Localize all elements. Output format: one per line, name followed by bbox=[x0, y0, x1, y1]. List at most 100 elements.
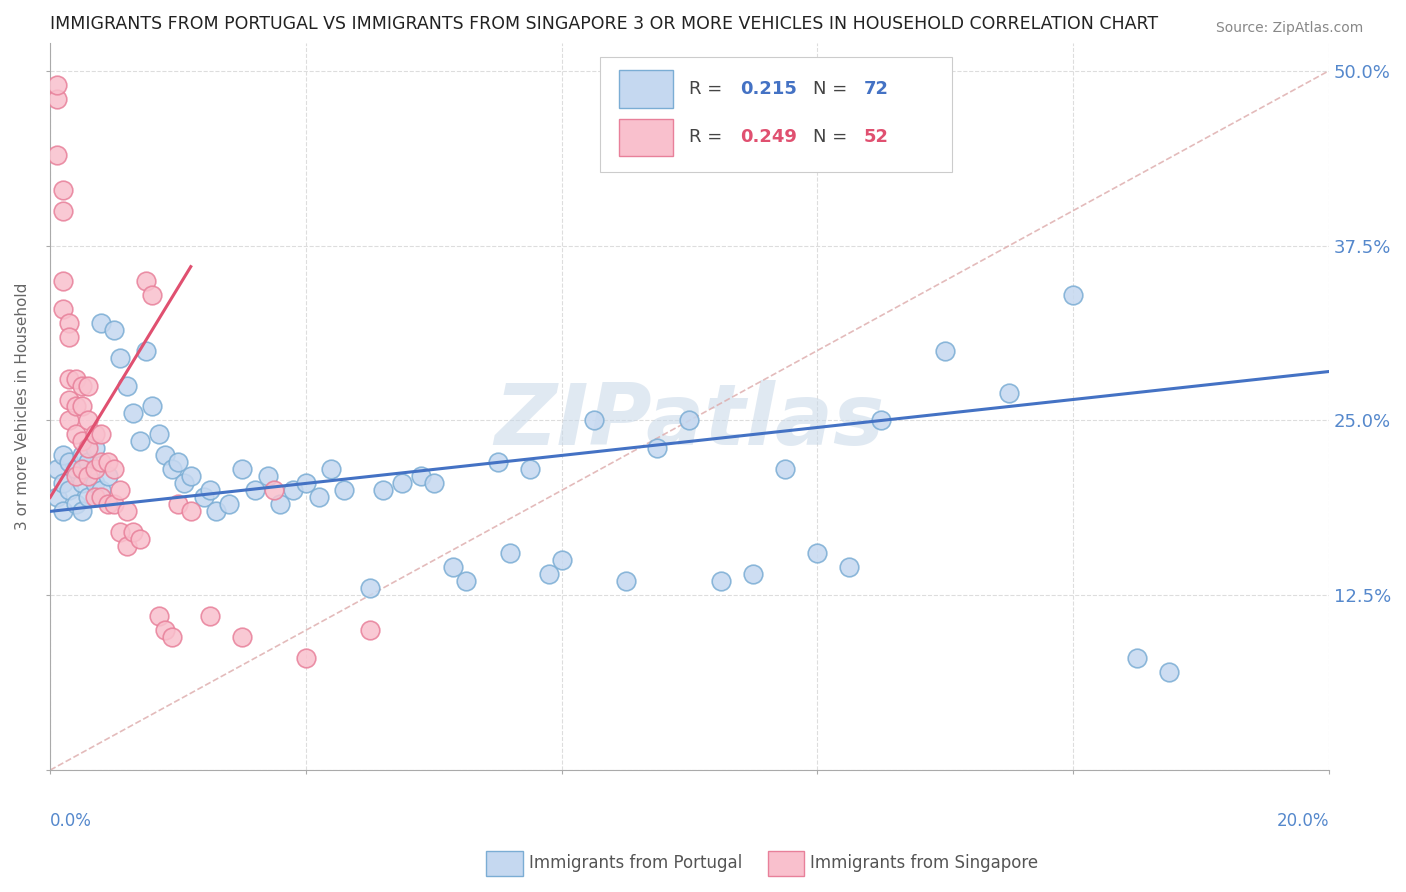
Point bbox=[97, 455, 120, 469]
Point bbox=[58, 316, 80, 330]
Point bbox=[180, 469, 202, 483]
Point bbox=[550, 553, 572, 567]
Point bbox=[58, 371, 80, 385]
Text: R =: R = bbox=[689, 79, 728, 98]
Point bbox=[647, 442, 669, 456]
Point bbox=[52, 449, 75, 463]
Point bbox=[90, 427, 112, 442]
Point bbox=[83, 462, 105, 476]
Point bbox=[77, 442, 100, 456]
Point bbox=[582, 413, 605, 427]
Point bbox=[65, 427, 87, 442]
Point bbox=[519, 462, 541, 476]
Point bbox=[198, 483, 221, 498]
Point bbox=[115, 539, 138, 553]
Point bbox=[110, 351, 132, 365]
Text: IMMIGRANTS FROM PORTUGAL VS IMMIGRANTS FROM SINGAPORE 3 OR MORE VEHICLES IN HOUS: IMMIGRANTS FROM PORTUGAL VS IMMIGRANTS F… bbox=[51, 15, 1159, 33]
Point bbox=[110, 525, 132, 540]
Point bbox=[422, 476, 444, 491]
Point bbox=[1126, 651, 1149, 665]
Point bbox=[77, 469, 100, 483]
Point bbox=[70, 449, 93, 463]
Point bbox=[281, 483, 304, 498]
Point bbox=[52, 301, 75, 316]
Point bbox=[58, 329, 80, 343]
Point bbox=[83, 476, 105, 491]
Point bbox=[1157, 665, 1180, 680]
Text: N =: N = bbox=[814, 79, 853, 98]
Point bbox=[308, 491, 330, 505]
Point bbox=[45, 92, 67, 106]
Point bbox=[173, 476, 195, 491]
Point bbox=[486, 455, 509, 469]
Point bbox=[838, 560, 860, 574]
Point bbox=[870, 413, 893, 427]
Point bbox=[52, 504, 75, 518]
Point bbox=[90, 455, 112, 469]
Point bbox=[103, 322, 125, 336]
Point bbox=[359, 582, 381, 596]
Point bbox=[65, 497, 87, 511]
Point bbox=[160, 630, 183, 644]
Point bbox=[371, 483, 394, 498]
Point bbox=[90, 491, 112, 505]
Point bbox=[135, 343, 157, 358]
Point bbox=[70, 504, 93, 518]
Point bbox=[218, 497, 240, 511]
Point bbox=[231, 630, 253, 644]
Point bbox=[998, 385, 1021, 400]
Point bbox=[77, 413, 100, 427]
Point bbox=[295, 651, 318, 665]
Point bbox=[742, 567, 765, 582]
Point bbox=[441, 560, 464, 574]
Point bbox=[70, 434, 93, 449]
Point bbox=[103, 462, 125, 476]
Point bbox=[65, 469, 87, 483]
Point bbox=[83, 442, 105, 456]
Text: R =: R = bbox=[689, 128, 728, 146]
Text: 0.0%: 0.0% bbox=[51, 813, 91, 830]
Point bbox=[97, 497, 120, 511]
Point bbox=[295, 476, 318, 491]
Point bbox=[409, 469, 432, 483]
Text: N =: N = bbox=[814, 128, 853, 146]
Point bbox=[58, 413, 80, 427]
Point bbox=[333, 483, 356, 498]
Point bbox=[45, 78, 67, 92]
Point bbox=[77, 378, 100, 392]
Point bbox=[269, 497, 291, 511]
Point bbox=[321, 462, 343, 476]
Point bbox=[122, 407, 145, 421]
Point bbox=[83, 491, 105, 505]
Point bbox=[205, 504, 228, 518]
Point bbox=[155, 624, 177, 638]
Point bbox=[122, 525, 145, 540]
Point bbox=[614, 574, 637, 589]
Text: 20.0%: 20.0% bbox=[1277, 813, 1329, 830]
Point bbox=[70, 462, 93, 476]
Point bbox=[70, 400, 93, 414]
Point bbox=[65, 400, 87, 414]
Text: ZIPatlas: ZIPatlas bbox=[495, 379, 884, 463]
Y-axis label: 3 or more Vehicles in Household: 3 or more Vehicles in Household bbox=[15, 283, 30, 530]
Point bbox=[499, 546, 522, 560]
Point bbox=[70, 476, 93, 491]
Point bbox=[678, 413, 700, 427]
Point bbox=[1062, 287, 1084, 301]
Point bbox=[52, 476, 75, 491]
Text: Immigrants from Singapore: Immigrants from Singapore bbox=[810, 855, 1038, 872]
Point bbox=[52, 183, 75, 197]
Point bbox=[243, 483, 266, 498]
Text: 52: 52 bbox=[863, 128, 889, 146]
Point bbox=[198, 609, 221, 624]
Point bbox=[135, 274, 157, 288]
Point bbox=[52, 203, 75, 218]
FancyBboxPatch shape bbox=[619, 119, 673, 156]
FancyBboxPatch shape bbox=[600, 57, 952, 172]
Point bbox=[90, 483, 112, 498]
Point bbox=[141, 287, 163, 301]
Point bbox=[77, 491, 100, 505]
Point bbox=[52, 274, 75, 288]
Text: Source: ZipAtlas.com: Source: ZipAtlas.com bbox=[1216, 21, 1364, 35]
Point bbox=[148, 427, 170, 442]
